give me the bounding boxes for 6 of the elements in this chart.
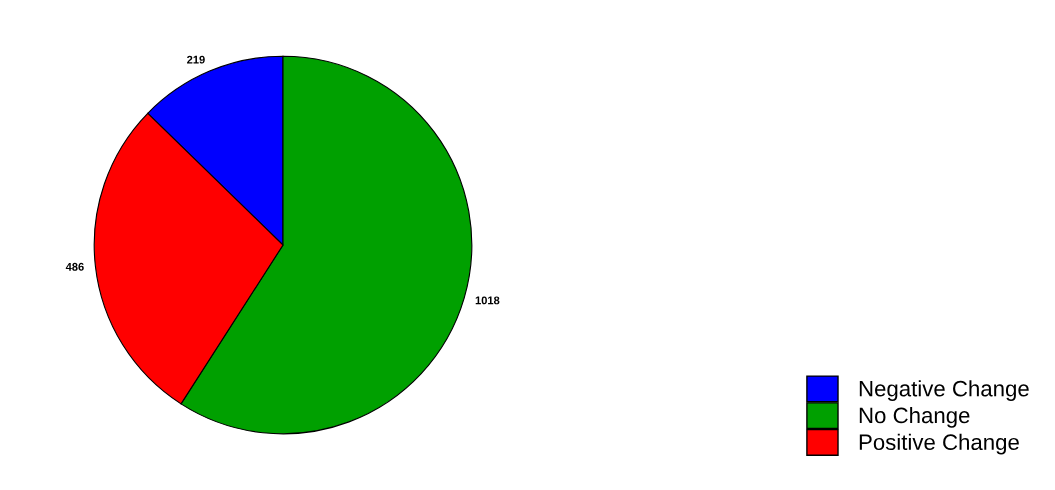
legend-label: No Change (859, 406, 970, 428)
legend-label: Negative Change (859, 380, 1029, 401)
data-label: 486 (65, 262, 84, 271)
data-label: 219 (187, 55, 205, 64)
data-label: 1018 (475, 296, 500, 305)
legend-label: Positive Change (859, 433, 1019, 455)
